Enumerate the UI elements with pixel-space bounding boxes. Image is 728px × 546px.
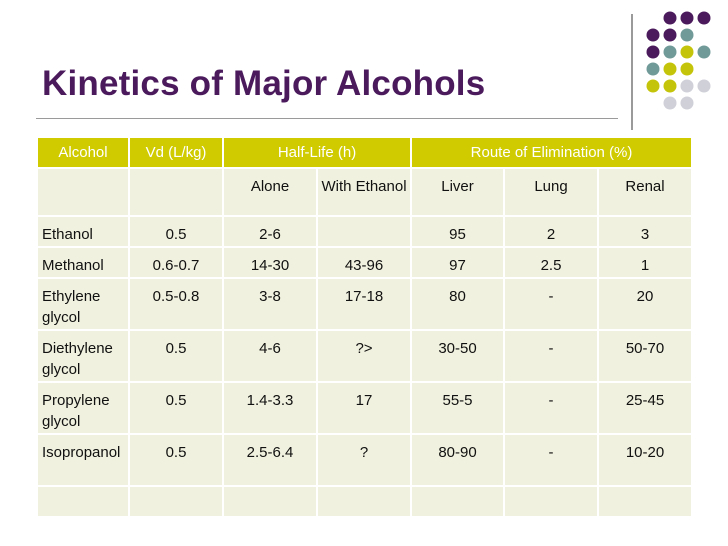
subheader-liver: Liver: [410, 167, 506, 217]
cell-liver: 80: [410, 277, 506, 331]
cell-liver: 80-90: [410, 433, 506, 487]
decorative-dot: [646, 79, 660, 93]
cell-half-life-alone: 2.5-6.4: [222, 433, 318, 487]
subheader-alone: Alone: [222, 167, 318, 217]
cell-half-life-with-ethanol: ?>: [315, 329, 413, 383]
cell-half-life-with-ethanol: [315, 215, 413, 248]
cell-half-life-alone: 2-6: [222, 215, 318, 248]
cell-lung: -: [503, 329, 600, 383]
table-row-empty: [36, 485, 694, 518]
cell-half-life-with-ethanol: ?: [315, 433, 413, 487]
cell-empty: [597, 485, 694, 518]
cell-lung: 2: [503, 215, 600, 248]
cell-alcohol: Isopropanol: [36, 433, 130, 487]
decorative-dot: [646, 62, 660, 76]
cell-liver: 95: [410, 215, 506, 248]
table-row: Methanol 0.6-0.7 14-30 43-96 97 2.5 1: [36, 246, 694, 279]
subheader-empty: [36, 167, 130, 217]
subheader-renal: Renal: [597, 167, 694, 217]
subheader-with-ethanol: With Ethanol: [315, 167, 413, 217]
cell-empty: [503, 485, 600, 518]
cell-liver: 97: [410, 246, 506, 279]
cell-lung: -: [503, 433, 600, 487]
cell-liver: 55-5: [410, 381, 506, 435]
decorative-dot: [663, 45, 677, 59]
cell-alcohol: Ethylene glycol: [36, 277, 130, 331]
decorative-dot: [663, 11, 677, 25]
cell-vd: 0.6-0.7: [128, 246, 224, 279]
table-row: Diethylene glycol 0.5 4-6 ?> 30-50-50-70: [36, 329, 694, 383]
subheader-empty: [128, 167, 224, 217]
decorative-dot: [697, 11, 711, 25]
decorative-dot: [680, 28, 694, 42]
cell-renal: 10-20: [597, 433, 694, 487]
decorative-dot: [680, 45, 694, 59]
decorative-dot: [680, 11, 694, 25]
cell-alcohol: Methanol: [36, 246, 130, 279]
decorative-vertical-rule: [631, 14, 633, 130]
table-row: Propylene glycol 0.5 1.4-3.3 17 55-5-25-45: [36, 381, 694, 435]
header-alcohol: Alcohol: [36, 136, 130, 169]
cell-half-life-alone: 14-30: [222, 246, 318, 279]
cell-empty: [222, 485, 318, 518]
decorative-dot: [697, 79, 711, 93]
decorative-dot: [697, 45, 711, 59]
decorative-dot: [646, 28, 660, 42]
decorative-dot-grid: [644, 10, 724, 120]
cell-vd: 0.5: [128, 215, 224, 248]
cell-renal: 3: [597, 215, 694, 248]
cell-renal: 1: [597, 246, 694, 279]
decorative-dot: [663, 79, 677, 93]
decorative-horizontal-rule: [36, 118, 618, 119]
cell-renal: 50-70: [597, 329, 694, 383]
decorative-dot: [663, 28, 677, 42]
cell-vd: 0.5: [128, 433, 224, 487]
cell-empty: [315, 485, 413, 518]
slide-title: Kinetics of Major Alcohols: [42, 64, 486, 103]
header-route-of-elimination: Route of Elimination (%): [410, 136, 694, 169]
cell-half-life-alone: 1.4-3.3: [222, 381, 318, 435]
table-header-row: Alcohol Vd (L/kg) Half-Life (h) Route of…: [36, 136, 694, 169]
decorative-dot: [680, 79, 694, 93]
cell-alcohol: Ethanol: [36, 215, 130, 248]
header-vd: Vd (L/kg): [128, 136, 224, 169]
cell-vd: 0.5: [128, 381, 224, 435]
cell-empty: [410, 485, 506, 518]
cell-alcohol: Propylene glycol: [36, 381, 130, 435]
header-half-life: Half-Life (h): [221, 136, 413, 169]
decorative-dot: [680, 62, 694, 76]
table-subheader-row: Alone With Ethanol Liver Lung Renal: [36, 167, 694, 217]
cell-renal: 25-45: [597, 381, 694, 435]
decorative-dot: [663, 62, 677, 76]
cell-half-life-alone: 3-8: [222, 277, 318, 331]
cell-vd: 0.5-0.8: [128, 277, 224, 331]
cell-half-life-with-ethanol: 17-18: [315, 277, 413, 331]
cell-alcohol: Diethylene glycol: [36, 329, 130, 383]
dot-grid-graphic: [646, 11, 711, 110]
cell-liver: 30-50: [410, 329, 506, 383]
cell-vd: 0.5: [128, 329, 224, 383]
cell-renal: 20: [597, 277, 694, 331]
cell-empty: [36, 485, 130, 518]
table-row: Isopropanol 0.5 2.5-6.4? 80-90-10-20: [36, 433, 694, 487]
decorative-dot: [663, 96, 677, 110]
subheader-lung: Lung: [503, 167, 600, 217]
decorative-dot: [646, 45, 660, 59]
cell-half-life-with-ethanol: 17: [315, 381, 413, 435]
table-row: Ethylene glycol 0.5-0.8 3-8 17-18 80-20: [36, 277, 694, 331]
alcohol-kinetics-table: Alcohol Vd (L/kg) Half-Life (h) Route of…: [36, 136, 694, 518]
cell-lung: 2.5: [503, 246, 600, 279]
cell-empty: [128, 485, 224, 518]
decorative-dot: [680, 96, 694, 110]
cell-half-life-with-ethanol: 43-96: [315, 246, 413, 279]
table-row: Ethanol 0.5 2-6 95 2 3: [36, 215, 694, 248]
cell-lung: -: [503, 381, 600, 435]
cell-half-life-alone: 4-6: [222, 329, 318, 383]
cell-lung: -: [503, 277, 600, 331]
